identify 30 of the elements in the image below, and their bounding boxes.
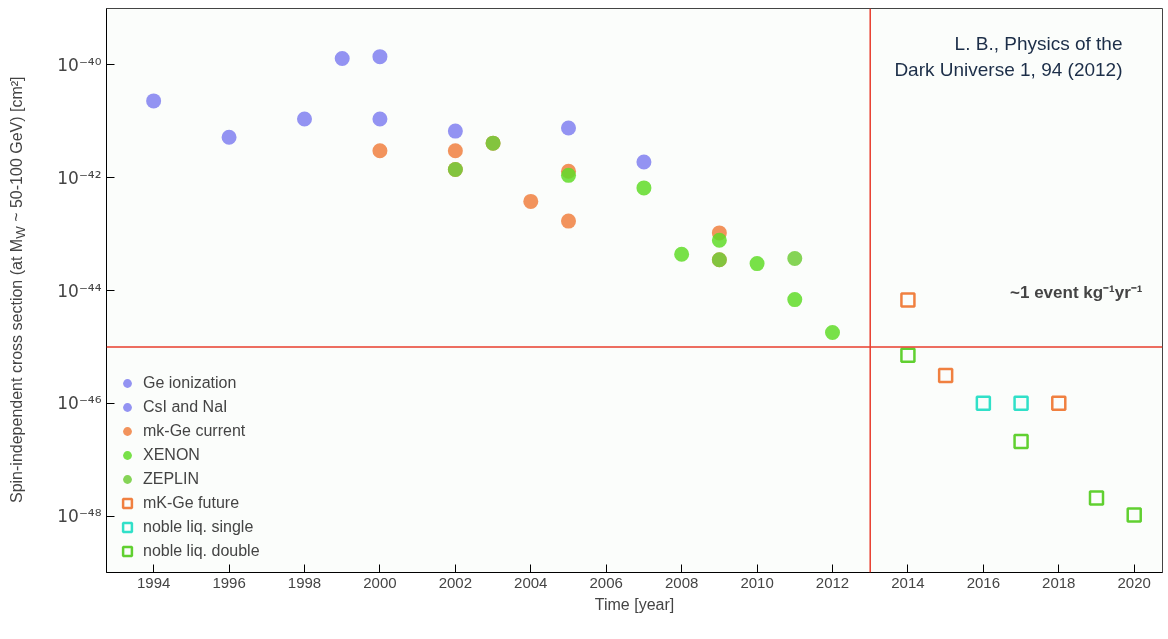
x-axis-title: Time [year] [594,595,675,613]
x-tick-label: 1996 [212,573,246,591]
y-tick-label: 10⁻⁴⁸ [57,506,102,527]
x-tick-label: 2006 [589,573,623,591]
legend-label: mK-Ge future [143,494,240,512]
x-tick-label: 2016 [966,573,1001,591]
ref-line-label: ~1 event kg⁻¹yr⁻¹ [1010,282,1143,302]
y-tick-label: 10⁻⁴⁶ [57,393,102,414]
legend-label: ZEPLIN [143,470,200,488]
x-tick-label: 1998 [287,573,322,591]
legend-label: XENON [143,446,200,464]
y-tick-label: 10⁻⁴² [57,167,102,188]
x-tick-label: 1994 [136,573,171,591]
x-tick-label: 2020 [1117,573,1151,591]
x-tick-label: 2004 [514,573,548,591]
x-tick-label: 2008 [664,573,699,591]
x-tick-label: 2014 [891,573,925,591]
legend-label: noble liq. double [143,542,260,560]
x-tick-label: 2000 [363,573,397,591]
y-tick-label: 10⁻⁴⁰ [57,54,102,75]
legend-label: noble liq. single [143,518,254,536]
y-tick-label: 10⁻⁴⁴ [57,280,102,301]
x-tick-label: 2002 [438,573,473,591]
x-tick-label: 2018 [1042,573,1076,591]
legend-label: Ge ionization [143,374,237,392]
legend-label: mk-Ge current [143,422,246,440]
legend-label: CsI and NaI [143,398,228,416]
x-tick-label: 2012 [815,573,850,591]
x-tick-label: 2010 [740,573,774,591]
annotation: L. B., Physics of the Dark Universe 1, 94 (2012) [894,32,1123,80]
